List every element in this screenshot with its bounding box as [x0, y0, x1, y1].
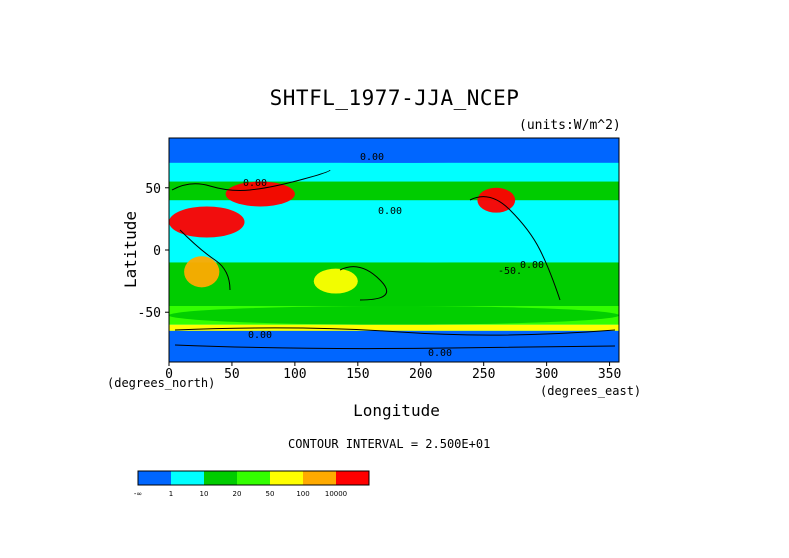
colorbar-label: 20	[233, 490, 242, 498]
colorbar-label: 50	[266, 490, 275, 498]
contour-line	[171, 169, 331, 191]
x-unit-label: (degrees_east)	[540, 384, 642, 398]
x-tick-label: 50	[224, 367, 240, 382]
contour-line	[339, 266, 388, 301]
y-unit-label: (degrees_north)	[107, 376, 216, 390]
colorbar-label: 10000	[325, 490, 347, 498]
contour-label: 0.00	[520, 260, 544, 271]
x-tick-label: 300	[535, 367, 558, 382]
contour-interval: CONTOUR INTERVAL = 2.500E+01	[288, 437, 491, 451]
colorbar-swatch	[270, 471, 303, 485]
latitude-band	[169, 262, 619, 306]
contour-label: 0.00	[243, 178, 267, 189]
contour-label: 0.00	[378, 206, 402, 217]
colorbar-label: 10	[200, 490, 209, 498]
region-patch	[169, 330, 619, 363]
region-patch	[225, 181, 295, 207]
y-tick-label: 50	[145, 182, 161, 197]
colorbar-frame	[137, 470, 370, 486]
region-patch	[357, 225, 509, 263]
colorbar-swatch	[336, 471, 369, 485]
region-patch	[313, 268, 358, 294]
x-tick-label: 350	[598, 367, 621, 382]
contour-label: 0.00	[428, 348, 452, 359]
contour-line	[174, 344, 616, 350]
colorbar-swatch	[204, 471, 237, 485]
region-patch	[169, 138, 619, 163]
x-tick-label: 250	[472, 367, 495, 382]
contour-label: 0.00	[248, 330, 272, 341]
contour-line	[179, 229, 231, 291]
contour-line	[174, 327, 616, 336]
x-tick-label: 100	[283, 367, 306, 382]
colorbar-swatch	[237, 471, 270, 485]
chart-title: SHTFL_1977-JJA_NCEP	[269, 86, 520, 110]
latitude-band	[169, 162, 619, 182]
contour-label: -50.	[498, 266, 522, 277]
x-axis-label: Longitude	[353, 401, 440, 420]
colorbar-swatch	[171, 471, 204, 485]
contour-line	[469, 196, 561, 301]
x-tick-label: 0	[165, 367, 173, 382]
colorbar-label: -∞	[134, 490, 142, 498]
latitude-band	[169, 324, 619, 331]
region-patch	[169, 206, 245, 238]
x-tick-label: 200	[409, 367, 432, 382]
y-tick-label: -50	[138, 306, 161, 321]
colorbar-label: 100	[296, 490, 309, 498]
colorbar-swatch	[138, 471, 171, 485]
y-tick-label: 0	[153, 244, 161, 259]
colorbar-swatch	[303, 471, 336, 485]
x-tick-label: 150	[346, 367, 369, 382]
colorbar-label: 1	[169, 490, 173, 498]
region-patch	[184, 256, 220, 288]
contour-label: 0.00	[360, 152, 384, 163]
region-patch	[169, 306, 619, 325]
y-axis-label: Latitude	[121, 210, 141, 289]
units-label: (units:W/m^2)	[519, 118, 621, 133]
